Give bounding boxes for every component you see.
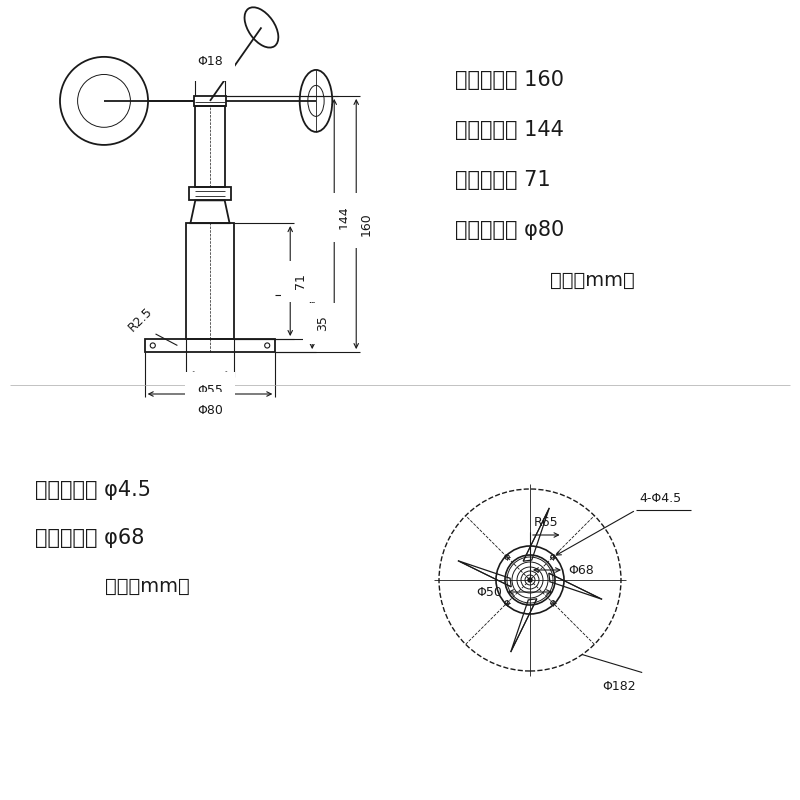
Text: Φ80: Φ80	[197, 404, 223, 417]
Bar	[194, 96, 226, 106]
Text: 安装孔径： φ4.5: 安装孔径： φ4.5	[35, 480, 151, 500]
Text: Φ182: Φ182	[602, 679, 636, 693]
Bar	[195, 106, 225, 187]
Text: 底座高度： 71: 底座高度： 71	[455, 170, 550, 190]
Text: Φ68: Φ68	[568, 563, 594, 577]
Text: 35: 35	[316, 315, 329, 331]
Bar	[189, 187, 231, 200]
Text: Φ50: Φ50	[476, 586, 502, 598]
Text: R2.5: R2.5	[126, 304, 155, 334]
Text: 4-Φ4.5: 4-Φ4.5	[639, 492, 681, 505]
Text: 底座直径： φ80: 底座直径： φ80	[455, 220, 564, 240]
Text: 单位（mm）: 单位（mm）	[105, 577, 190, 595]
Text: 71: 71	[294, 273, 306, 289]
Text: 整体高度： 160: 整体高度： 160	[455, 70, 564, 90]
Text: 144: 144	[338, 206, 350, 230]
Text: 160: 160	[360, 212, 373, 236]
Text: Φ18: Φ18	[197, 55, 223, 68]
Bar	[145, 339, 275, 352]
Text: 单位（mm）: 单位（mm）	[550, 270, 635, 290]
Text: R65: R65	[534, 516, 558, 529]
Circle shape	[528, 578, 532, 582]
Text: 主轴高度： 144: 主轴高度： 144	[455, 120, 564, 140]
Text: Φ55: Φ55	[197, 384, 223, 397]
Text: 分布直径： φ68: 分布直径： φ68	[35, 528, 144, 548]
Bar	[186, 223, 234, 339]
